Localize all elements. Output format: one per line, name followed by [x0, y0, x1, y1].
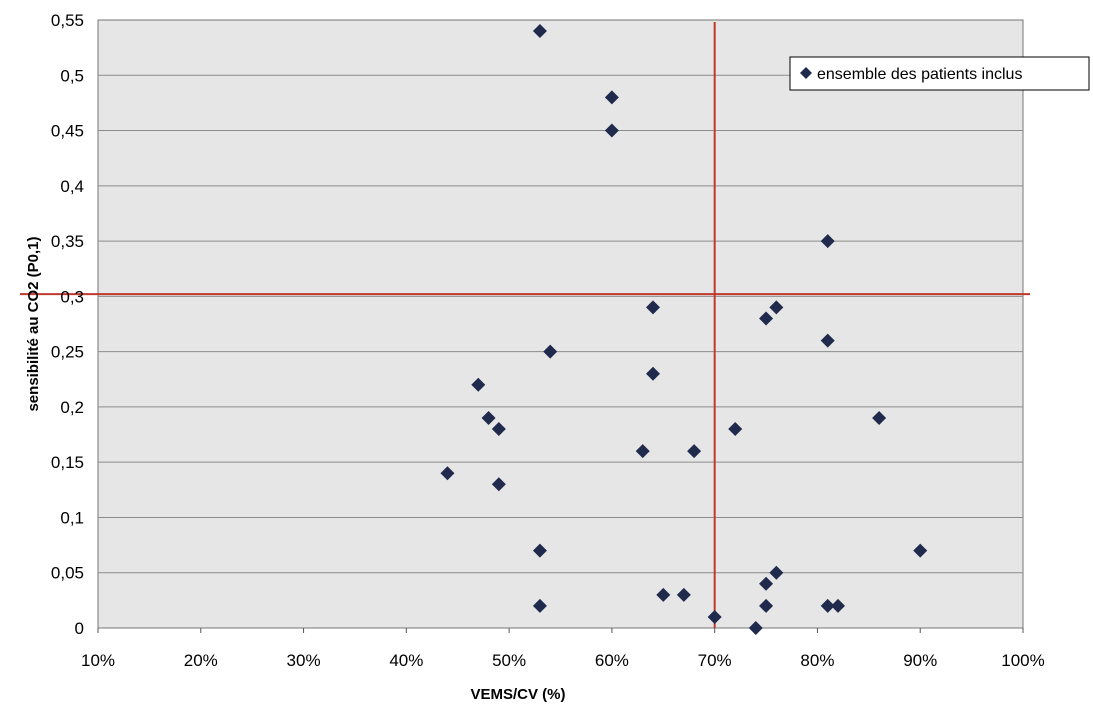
threshold-lines [20, 22, 1030, 628]
x-tick-label: 10% [81, 651, 115, 670]
legend-label: ensemble des patients inclus [817, 66, 1022, 83]
x-tick-label: 60% [595, 651, 629, 670]
y-tick-label: 0,3 [60, 287, 84, 306]
data-point [759, 598, 774, 613]
data-point [820, 333, 835, 348]
data-point [759, 576, 774, 591]
data-point [532, 598, 547, 613]
data-point [491, 477, 506, 492]
data-point [831, 598, 845, 613]
x-tick-label: 80% [800, 651, 834, 670]
data-point [532, 24, 547, 39]
data-point [543, 344, 558, 359]
y-tick-label: 0,05 [51, 564, 84, 583]
data-point [676, 587, 691, 602]
data-point [481, 410, 496, 425]
legend-box [789, 56, 1090, 91]
legend-marker [800, 67, 812, 79]
y-tick-label: 0,5 [60, 66, 84, 85]
plot-area [97, 19, 1024, 629]
data-point [820, 598, 835, 613]
x-tick-label: 90% [903, 651, 937, 670]
x-axis-title: VEMS/CV (%) [470, 686, 565, 703]
y-tick-label: 0,25 [51, 343, 84, 362]
data-point [471, 377, 486, 392]
data-point [769, 565, 784, 580]
data-point [769, 300, 784, 315]
data-point [728, 422, 743, 437]
data-point [687, 444, 702, 459]
y-tick-label: 0,45 [51, 122, 84, 141]
data-point [872, 410, 887, 425]
data-point [635, 444, 650, 459]
data-point [759, 311, 774, 326]
y-tick-label: 0 [75, 619, 84, 638]
data-point [707, 609, 722, 624]
y-tick-label: 0,4 [60, 177, 84, 196]
x-tick-label: 70% [698, 651, 732, 670]
y-tick-label: 0,1 [60, 508, 84, 527]
y-axis-ticks: 0 0,05 0,1 0,15 0,2 0,25 0,3 0,35 0,4 0,45 0,5 0,55 [51, 11, 84, 638]
y-tick-label: 0,55 [51, 11, 84, 30]
x-tick-label: 20% [184, 651, 218, 670]
x-tick-label: 50% [492, 651, 526, 670]
data-point [604, 90, 619, 105]
data-point [646, 300, 660, 315]
data-point [532, 543, 547, 558]
y-tick-label: 0,15 [51, 453, 84, 472]
data-points [440, 24, 928, 635]
x-tick-label: 40% [389, 651, 423, 670]
x-axis-ticks: 10% 20% 30% 40% 50% 60% 70% 80% 90% 100% [81, 628, 1045, 670]
data-point [656, 587, 671, 602]
data-point [440, 466, 455, 481]
y-tick-label: 0,2 [60, 398, 84, 417]
x-tick-label: 100% [1001, 651, 1044, 670]
data-point [820, 234, 835, 249]
legend: ensemble des patients inclus [789, 56, 1090, 91]
y-axis-title: sensibilité au CO2 (P0,1) [25, 236, 42, 411]
x-tick-label: 30% [287, 651, 321, 670]
data-point [491, 422, 506, 437]
data-point [913, 543, 928, 558]
y-tick-label: 0,35 [51, 232, 84, 251]
data-point [604, 123, 619, 138]
data-point [646, 366, 660, 381]
data-point [748, 621, 763, 635]
